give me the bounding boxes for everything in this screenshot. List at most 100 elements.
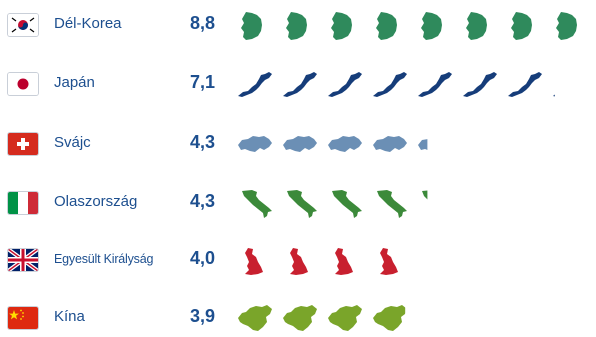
- italy-shape-icon: [242, 190, 272, 218]
- country-label: Svájc: [54, 134, 91, 151]
- switzerland-shape-icon: [418, 139, 428, 150]
- pictogram-unit-south-korea-shape-icon: [331, 12, 352, 40]
- value-label: 3,9: [190, 306, 216, 326]
- pictogram-unit-south-korea-shape-icon: [421, 12, 442, 40]
- country-label: Egyesült Királyság: [54, 252, 154, 266]
- uk-flag-icon: [8, 249, 38, 271]
- pictogram-unit-italy-shape-icon: [242, 190, 272, 218]
- pictogram-unit-switzerland-shape-icon: [373, 136, 407, 152]
- italy-shape-icon: [287, 190, 317, 218]
- uk-shape-icon: [335, 248, 353, 275]
- pictogram-unit-south-korea-shape-icon: [241, 12, 262, 40]
- japan-shape-icon: [283, 72, 317, 97]
- switzerland-shape-icon: [283, 136, 317, 152]
- pictogram-chart: Dél-Korea 8,8 Japán 7,1 Svájc 4,3: [0, 8, 596, 331]
- china-flag-icon: [8, 307, 38, 329]
- pictogram-unit-uk-shape-icon: [380, 248, 398, 275]
- pictogram-unit-south-korea-shape-icon: [556, 12, 577, 40]
- pictogram-bar-switzerland: [236, 127, 596, 163]
- row-china: Kína 3,9: [0, 301, 596, 337]
- china-shape-icon: [373, 305, 406, 331]
- pictogram-svg: [245, 248, 398, 275]
- south-korea-shape-icon: [421, 12, 442, 40]
- value-label: 4,0: [190, 248, 216, 268]
- pictogram-bar-japan: [236, 67, 596, 103]
- japan-shape-icon: [238, 72, 272, 97]
- japan-shape-icon: [508, 72, 542, 97]
- pictogram-unit-japan-shape-icon: [328, 72, 362, 97]
- pictogram-bar-italy: [236, 186, 596, 222]
- country-label: Japán: [54, 74, 95, 91]
- pictogram-unit-japan-shape-icon: [553, 94, 555, 97]
- japan-shape-icon: [328, 72, 362, 97]
- south-korea-shape-icon: [511, 12, 532, 40]
- pictogram-unit-switzerland-shape-icon: [283, 136, 317, 152]
- pictogram-unit-china-shape-icon: [283, 305, 317, 331]
- pictogram-svg: [238, 72, 555, 97]
- switzerland-shape-icon: [373, 136, 407, 152]
- south-korea-shape-icon: [331, 12, 352, 40]
- pictogram-unit-japan-shape-icon: [283, 72, 317, 97]
- row-uk: Egyesült Királyság 4,0: [0, 243, 596, 279]
- south-korea-shape-icon: [286, 12, 307, 40]
- pictogram-bar-china: [236, 301, 596, 337]
- pictogram-unit-uk-shape-icon: [335, 248, 353, 275]
- south-korea-flag-icon: [8, 14, 38, 36]
- pictogram-unit-japan-shape-icon: [463, 72, 497, 97]
- pictogram-unit-japan-shape-icon: [418, 72, 452, 97]
- country-label: Kína: [54, 308, 85, 325]
- pictogram-unit-italy-shape-icon: [377, 190, 407, 218]
- row-south-korea: Dél-Korea 8,8: [0, 8, 596, 44]
- pictogram-unit-japan-shape-icon: [373, 72, 407, 97]
- pictogram-unit-china-shape-icon: [328, 305, 362, 331]
- pictogram-svg: [238, 305, 406, 331]
- row-italy: Olaszország 4,3: [0, 186, 596, 222]
- pictogram-unit-china-shape-icon: [238, 305, 272, 331]
- china-shape-icon: [283, 305, 317, 331]
- pictogram-unit-south-korea-shape-icon: [286, 12, 307, 40]
- row-switzerland: Svájc 4,3: [0, 127, 596, 163]
- japan-shape-icon: [418, 72, 452, 97]
- south-korea-shape-icon: [556, 12, 577, 40]
- row-japan: Japán 7,1: [0, 67, 596, 103]
- pictogram-unit-south-korea-shape-icon: [376, 12, 397, 40]
- switzerland-flag-icon: [8, 133, 38, 155]
- pictogram-unit-italy-shape-icon: [422, 190, 428, 200]
- pictogram-unit-south-korea-shape-icon: [511, 12, 532, 40]
- china-shape-icon: [238, 305, 272, 331]
- pictogram-unit-italy-shape-icon: [332, 190, 362, 218]
- pictogram-unit-uk-shape-icon: [245, 248, 263, 275]
- italy-shape-icon: [332, 190, 362, 218]
- pictogram-unit-italy-shape-icon: [287, 190, 317, 218]
- value-label: 8,8: [190, 13, 216, 33]
- pictogram-svg: [241, 12, 577, 40]
- pictogram-unit-switzerland-shape-icon: [238, 136, 272, 152]
- value-label: 4,3: [190, 191, 216, 211]
- value-label: 4,3: [190, 132, 216, 152]
- uk-shape-icon: [290, 248, 308, 275]
- uk-shape-icon: [245, 248, 263, 275]
- switzerland-shape-icon: [328, 136, 362, 152]
- value-label: 7,1: [190, 72, 216, 92]
- pictogram-unit-south-korea-shape-icon: [466, 12, 487, 40]
- pictogram-unit-japan-shape-icon: [238, 72, 272, 97]
- south-korea-shape-icon: [376, 12, 397, 40]
- italy-flag-icon: [8, 192, 38, 214]
- uk-shape-icon: [380, 248, 398, 275]
- south-korea-shape-icon: [466, 12, 487, 40]
- country-label: Dél-Korea: [54, 15, 122, 32]
- japan-shape-icon: [373, 72, 407, 97]
- italy-shape-icon: [422, 190, 428, 200]
- switzerland-shape-icon: [238, 136, 272, 152]
- pictogram-unit-china-shape-icon: [373, 305, 406, 331]
- pictogram-svg: [242, 190, 428, 218]
- pictogram-bar-uk: [236, 243, 596, 279]
- pictogram-unit-switzerland-shape-icon: [418, 139, 428, 150]
- pictogram-unit-japan-shape-icon: [508, 72, 542, 97]
- china-shape-icon: [328, 305, 362, 331]
- japan-shape-icon: [553, 94, 555, 97]
- japan-flag-icon: [8, 73, 38, 95]
- pictogram-unit-uk-shape-icon: [290, 248, 308, 275]
- south-korea-shape-icon: [241, 12, 262, 40]
- italy-shape-icon: [377, 190, 407, 218]
